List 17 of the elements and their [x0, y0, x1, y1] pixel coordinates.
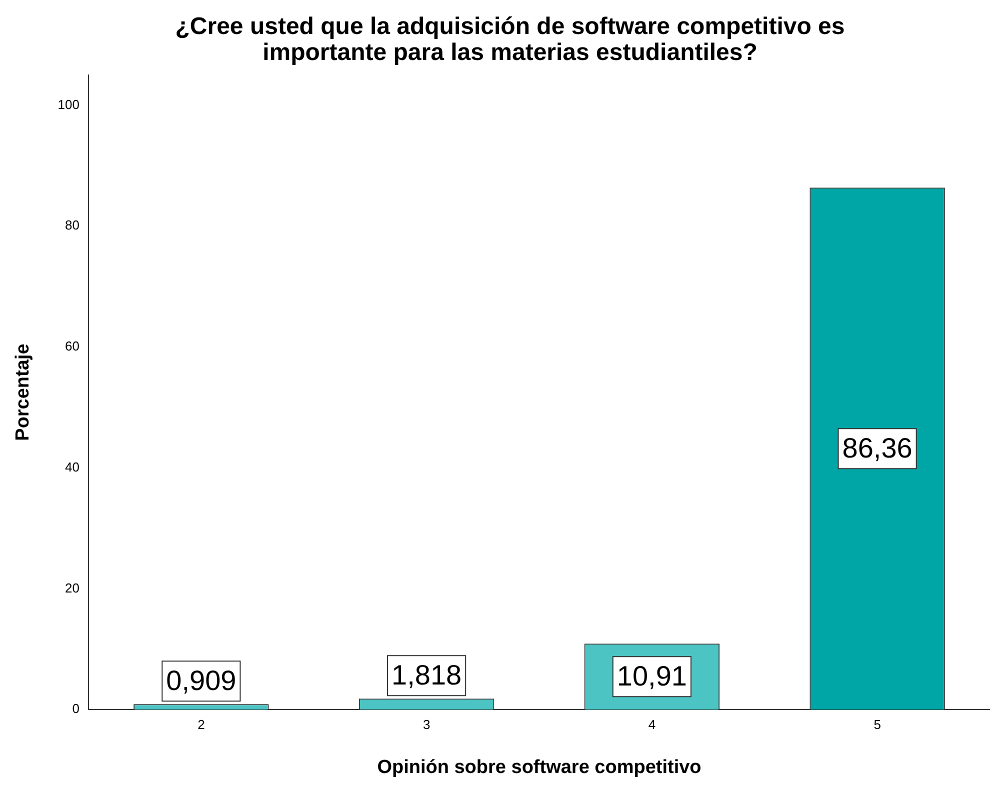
x-axis-title: Opinión sobre software competitivo [377, 756, 702, 778]
data-label: 86,36 [842, 432, 912, 464]
y-tick-label: 80 [65, 218, 80, 233]
x-tick-label: 2 [198, 716, 205, 732]
y-axis-title: Porcentaje [12, 344, 34, 441]
chart-title: ¿Cree usted que la adquisición de software competitivo es importante para las materias estudiantiles? [174, 13, 846, 66]
y-tick-label: 60 [65, 338, 80, 354]
y-tick-label: 0 [72, 701, 80, 716]
x-tick-label: 5 [874, 716, 881, 732]
y-tick-label: 20 [65, 580, 80, 596]
data-label: 10,91 [616, 660, 687, 692]
y-tick-label: 100 [58, 96, 80, 112]
data-label: 0,909 [166, 664, 236, 696]
data-label: 1,818 [392, 659, 462, 690]
x-tick-label: 3 [422, 716, 430, 732]
y-tick-label: 40 [65, 459, 80, 474]
x-tick-label: 4 [648, 716, 656, 732]
